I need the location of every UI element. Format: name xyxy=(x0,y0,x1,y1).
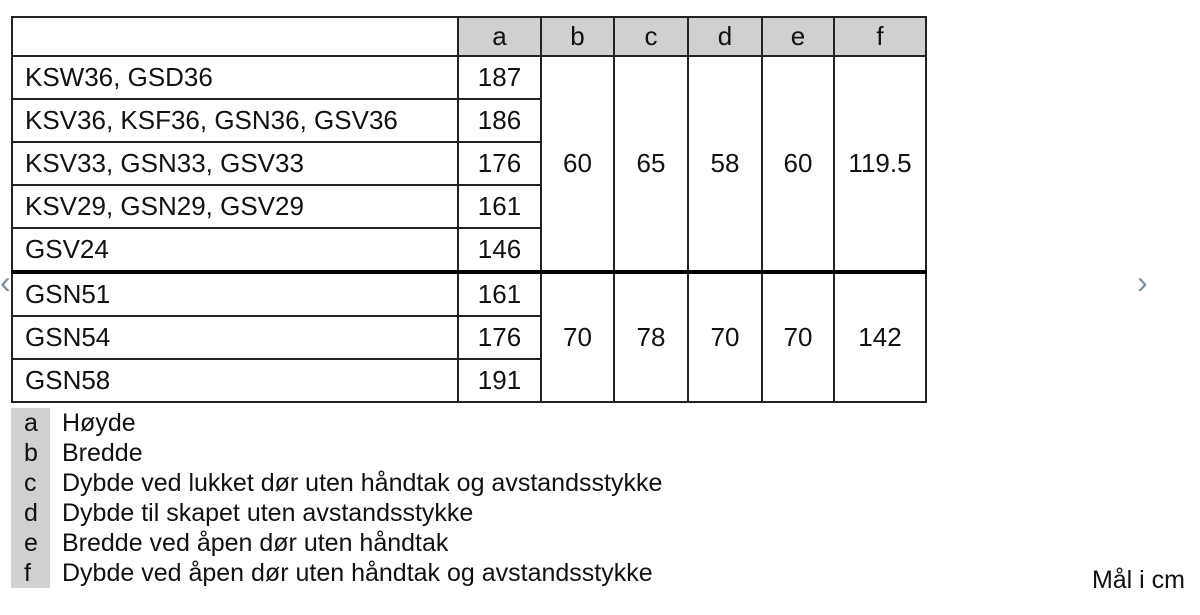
table-row: GSN58 191 xyxy=(11,358,926,403)
table-row: GSN51 161 70 78 70 70 142 xyxy=(11,270,927,403)
legend-text: Bredde xyxy=(62,439,143,467)
legend-text: Høyde xyxy=(62,409,136,437)
header-e: e xyxy=(761,16,835,57)
legend-key: a xyxy=(11,408,50,438)
legend-key: d xyxy=(11,498,50,528)
legend-item: a Høyde xyxy=(11,408,662,438)
height-value: 146 xyxy=(457,227,542,273)
header-row: a b c d e f xyxy=(11,16,927,57)
height-value: 176 xyxy=(457,141,542,186)
legend-key: e xyxy=(11,528,50,558)
legend-text: Dybde ved åpen dør uten håndtak og avsta… xyxy=(62,559,653,587)
legend-text: Bredde ved åpen dør uten håndtak xyxy=(62,529,449,557)
model-name: KSV33, GSN33, GSV33 xyxy=(11,141,459,186)
legend-key: b xyxy=(11,438,50,468)
legend-item: b Bredde xyxy=(11,438,662,468)
model-name: GSN54 xyxy=(11,315,459,360)
header-b: b xyxy=(540,16,615,57)
table-row: GSV24 146 xyxy=(11,227,926,273)
value-d: 70 xyxy=(687,270,763,403)
chevron-left-icon[interactable]: ‹ xyxy=(0,264,11,300)
legend-item: c Dybde ved lukket dør uten håndtak og av… xyxy=(11,468,662,498)
table-row: KSV36, KSF36, GSN36, GSV36 186 xyxy=(11,98,926,143)
model-name: KSV36, KSF36, GSN36, GSV36 xyxy=(11,98,459,143)
height-value: 176 xyxy=(457,315,542,360)
value-c: 65 xyxy=(613,55,689,273)
model-name: GSN51 xyxy=(11,270,459,317)
model-name: KSW36, GSD36 xyxy=(11,55,459,100)
height-value: 161 xyxy=(457,270,542,317)
value-b: 60 xyxy=(540,55,615,273)
legend-item: e Bredde ved åpen dør uten håndtak xyxy=(11,528,662,558)
header-a: a xyxy=(457,16,542,57)
height-value: 191 xyxy=(457,358,542,403)
height-value: 186 xyxy=(457,98,542,143)
legend-item: d Dybde til skapet uten avstandsstykke xyxy=(11,498,662,528)
model-name: GSV24 xyxy=(11,227,459,273)
value-e: 70 xyxy=(761,270,835,403)
value-b: 70 xyxy=(540,270,615,403)
legend-key: c xyxy=(11,468,50,498)
header-d: d xyxy=(687,16,763,57)
value-e: 60 xyxy=(761,55,835,273)
legend: a Høyde b Bredde c Dybde ved lukket dør uten … xyxy=(11,408,662,588)
table-row: KSV29, GSN29, GSV29 161 xyxy=(11,184,926,229)
value-d: 58 xyxy=(687,55,763,273)
unit-note: Mål i cm xyxy=(1091,566,1185,594)
model-name: KSV29, GSN29, GSV29 xyxy=(11,184,459,229)
height-value: 187 xyxy=(457,55,542,100)
legend-key: f xyxy=(11,558,50,588)
value-f: 119.5 xyxy=(833,55,927,273)
height-value: 161 xyxy=(457,184,542,229)
model-name: GSN58 xyxy=(11,358,459,403)
value-c: 78 xyxy=(613,270,689,403)
legend-text: Dybde til skapet uten avstandsstykke xyxy=(62,499,474,527)
header-c: c xyxy=(613,16,689,57)
chevron-right-icon[interactable]: › xyxy=(1137,264,1148,300)
legend-text: Dybde ved lukket dør uten håndtak og avs… xyxy=(62,469,663,497)
dimensions-table: a b c d e f KSW36, GSD36 187 60 65 58 60 119.5… xyxy=(11,16,927,403)
table-row: KSV33, GSN33, GSV33 176 xyxy=(11,141,926,186)
value-f: 142 xyxy=(833,270,927,403)
table-row: GSN54 176 xyxy=(11,315,926,360)
table-row: KSW36, GSD36 187 60 65 58 60 119.5 xyxy=(11,55,927,273)
header-blank xyxy=(11,16,459,57)
header-f: f xyxy=(833,16,927,57)
legend-item: f Dybde ved åpen dør uten håndtak og avst… xyxy=(11,558,662,588)
